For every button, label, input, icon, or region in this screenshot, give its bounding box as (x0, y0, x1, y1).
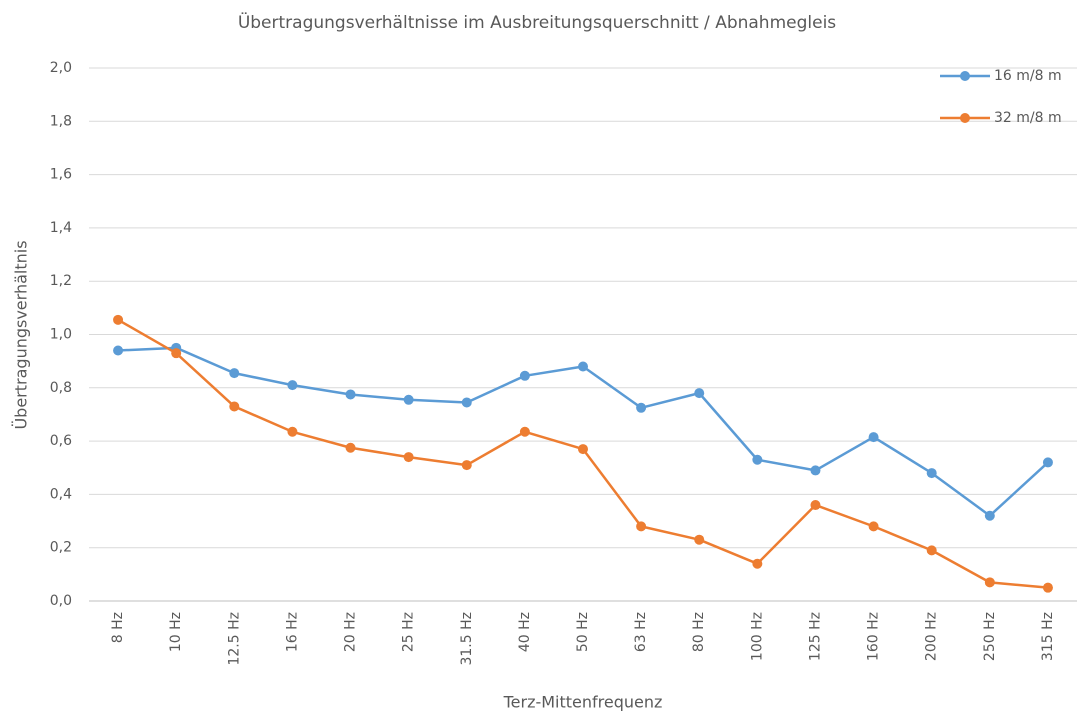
y-tick-label: 1,0 (50, 327, 72, 343)
x-tick-label: 250 Hz (982, 612, 998, 661)
x-tick-label: 8 Hz (110, 612, 126, 643)
x-tick-label: 125 Hz (807, 612, 823, 661)
y-tick-label: 1,8 (50, 113, 72, 129)
x-tick-label: 12.5 Hz (226, 612, 242, 666)
data-point (868, 521, 879, 532)
data-point (578, 361, 588, 372)
y-tick-label: 1,4 (50, 220, 72, 236)
data-point (229, 368, 240, 379)
data-point (1042, 457, 1053, 468)
y-tick-label: 2,0 (50, 60, 72, 76)
data-point (984, 577, 995, 588)
legend-label: 16 m/8 m (994, 68, 1062, 84)
data-point (636, 402, 647, 413)
data-point (636, 521, 647, 532)
data-point (752, 558, 763, 569)
data-point (868, 432, 879, 443)
x-tick-label: 50 Hz (575, 612, 591, 652)
x-tick-label: 315 Hz (1040, 612, 1056, 661)
data-point (113, 314, 124, 325)
chart-title: Übertragungsverhältnisse im Ausbreitungs… (238, 11, 836, 33)
data-point (578, 444, 588, 455)
x-tick-label: 80 Hz (691, 612, 707, 652)
data-point (229, 401, 240, 412)
data-point (984, 510, 995, 521)
data-point (403, 394, 414, 405)
data-point (461, 460, 472, 471)
legend-marker (960, 113, 970, 123)
y-tick-label: 0,8 (50, 380, 72, 396)
x-tick-label: 20 Hz (343, 612, 359, 652)
x-tick-label: 31.5 Hz (459, 612, 475, 666)
data-point (519, 370, 530, 381)
y-tick-label: 1,2 (50, 273, 72, 289)
x-tick-label: 100 Hz (749, 612, 765, 661)
data-point (752, 454, 763, 465)
data-point (926, 545, 937, 556)
data-point (519, 426, 530, 437)
y-axis-title: Übertragungsverhältnis (12, 240, 31, 429)
x-tick-label: 25 Hz (401, 612, 417, 652)
data-point (810, 500, 821, 511)
data-point (403, 452, 414, 463)
data-point (345, 389, 356, 400)
data-point (810, 465, 821, 476)
data-point (287, 380, 298, 391)
x-tick-label: 16 Hz (284, 612, 300, 652)
y-tick-label: 0,2 (50, 540, 72, 556)
data-point (1042, 582, 1053, 593)
legend-label: 32 m/8 m (994, 110, 1062, 126)
data-point (694, 534, 705, 545)
data-point (461, 397, 472, 408)
data-point (694, 388, 705, 399)
x-tick-label: 63 Hz (633, 612, 649, 652)
x-tick-label: 200 Hz (924, 612, 940, 661)
x-tick-label: 10 Hz (168, 612, 184, 652)
x-tick-label: 160 Hz (866, 612, 882, 661)
legend-marker (960, 71, 970, 81)
x-axis-title: Terz-Mittenfrequenz (503, 693, 663, 712)
data-point (113, 345, 124, 356)
data-point (926, 468, 937, 479)
series-line (118, 346, 1049, 517)
data-point (171, 348, 182, 359)
y-tick-label: 0,4 (50, 486, 72, 502)
data-point (287, 426, 298, 437)
y-tick-label: 0,0 (50, 593, 72, 609)
y-tick-label: 0,6 (50, 433, 72, 449)
x-tick-label: 40 Hz (517, 612, 533, 652)
data-point (345, 442, 356, 453)
y-tick-label: 1,6 (50, 167, 72, 183)
